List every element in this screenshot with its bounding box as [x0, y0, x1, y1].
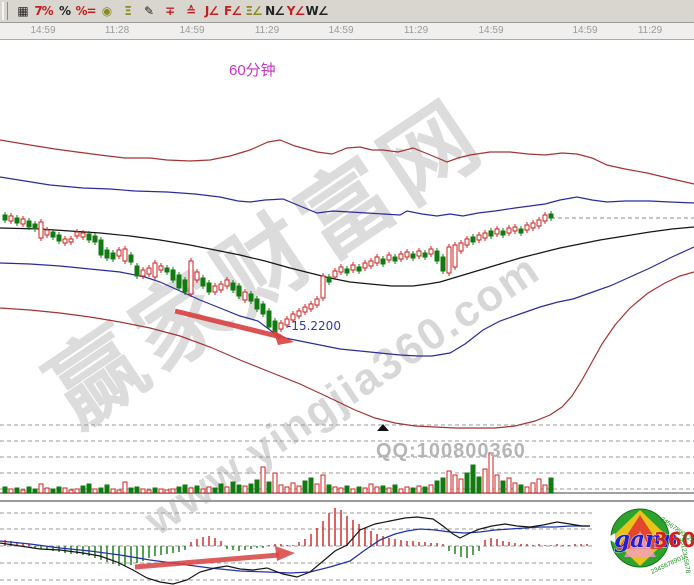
volume-gridlines [0, 424, 694, 490]
bollinger-bands [0, 139, 694, 429]
time-label: 14:59 [328, 25, 354, 36]
toolbar-icons: ▦ 7%% %= ◉ Ξ ✎ ∓ ≙ J∠ F∠ Ξ∠ N∠ Y∠ W∠ [12, 2, 329, 20]
candles-layer [2, 211, 554, 336]
time-label: 14:59 [478, 25, 504, 36]
macd-gridlines [0, 512, 592, 581]
logo-gann-text: gann [614, 526, 678, 553]
brush-tool-icon[interactable]: ✎ [143, 4, 154, 18]
j-angle-tool-icon[interactable]: J∠ [204, 4, 219, 18]
time-label: 11:29 [637, 25, 663, 36]
macd-lines-layer [0, 516, 590, 585]
qq-contact-watermark: QQ:100800360 [376, 440, 526, 462]
time-axis: 14:59 11:28 14:59 11:29 14:59 11:29 14:59 14:59… [0, 23, 694, 40]
logo-pink-triangle [624, 531, 656, 557]
logo-360-text: 360 [654, 528, 694, 552]
god-angle-tool-icon[interactable]: N∠ [265, 4, 285, 18]
low-price-annotation: -15.2200 [287, 319, 341, 333]
f-angle-tool-icon[interactable]: F∠ [224, 4, 242, 18]
toolbar-grip[interactable] [2, 2, 8, 20]
macd-histogram-layer [4, 508, 588, 566]
four-angle-tool-icon[interactable]: W∠ [305, 4, 329, 18]
level-tool-icon[interactable]: ∓ [164, 4, 175, 18]
logo-left-arrow-icon [607, 533, 615, 543]
triangle-marker [377, 424, 389, 431]
gann360-logo: gann 360 34567890123456789 9012345678 23… [607, 508, 694, 576]
volume-bars-layer [2, 452, 554, 494]
panel-separators [0, 492, 694, 502]
percent-lines-tool-icon[interactable]: %= [75, 4, 96, 18]
time-label: 11:28 [104, 25, 130, 36]
interval-label: 60分钟 [229, 62, 276, 79]
gold-angle-tool-icon[interactable]: Ξ∠ [245, 4, 262, 18]
annotation-arrows [134, 308, 295, 570]
gold-circle-tool-icon[interactable]: ◉ [101, 4, 112, 18]
time-label: 14:59 [572, 25, 598, 36]
win-angle-tool-icon[interactable]: Y∠ [286, 4, 305, 18]
gold-lines-tool-icon[interactable]: Ξ [124, 4, 132, 18]
kline-tool-icon[interactable]: ▦ [17, 4, 28, 18]
time-label: 14:59 [179, 25, 205, 36]
gold-underline-tool-icon[interactable]: ≙ [185, 4, 196, 18]
percent-tool-icon[interactable]: % [58, 4, 71, 18]
drawing-toolbar: ▦ 7%% %= ◉ Ξ ✎ ∓ ≙ J∠ F∠ Ξ∠ N∠ Y∠ W∠ [0, 0, 694, 23]
time-label: 11:29 [403, 25, 429, 36]
time-label: 14:59 [30, 25, 56, 36]
time-label: 11:29 [254, 25, 280, 36]
percent-trend-tool-icon[interactable]: 7% [34, 4, 53, 18]
